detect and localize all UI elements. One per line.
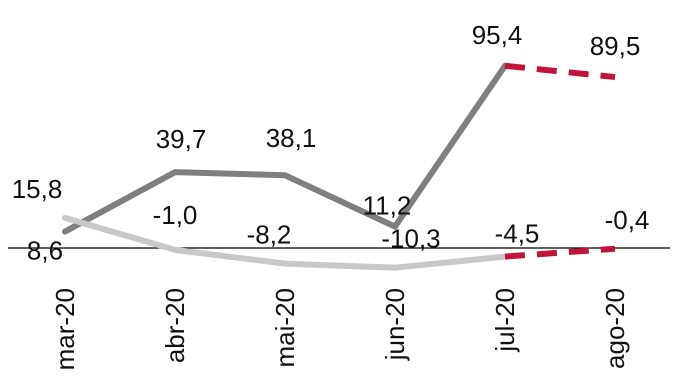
series-1-data-label: 39,7 xyxy=(156,124,207,154)
x-axis-tick-labels: mar-20 abr-20 mai-20 jun-20 jul-20 ago-20 xyxy=(50,288,630,370)
series-1-data-label: 11,2 xyxy=(363,191,412,221)
series-2-data-label: -4,5 xyxy=(495,219,540,249)
x-tick-label: abr-20 xyxy=(160,288,190,363)
x-tick-label: jul-20 xyxy=(490,288,520,353)
series-layer xyxy=(62,62,616,271)
series-1-data-label: 89,5 xyxy=(590,31,641,61)
x-tick-label: jun-20 xyxy=(380,288,410,361)
x-tick-label: mar-20 xyxy=(50,288,80,370)
series-2-projection-line xyxy=(504,245,616,260)
series-1-line xyxy=(62,62,508,235)
series-1-data-label: 95,4 xyxy=(472,20,523,50)
series-2-data-label: -8,2 xyxy=(247,220,292,250)
data-label-layer: 8,6 39,7 38,1 11,2 95,4 89,5 15,8 -1,0 -8,2 -10,3… xyxy=(12,20,650,266)
series-2-data-label: 15,8 xyxy=(12,174,63,204)
series-2-line xyxy=(62,214,508,271)
x-tick-label: ago-20 xyxy=(600,288,630,369)
series-1-data-label: 38,1 xyxy=(266,123,317,153)
series-2-data-label: -0,4 xyxy=(605,205,650,235)
series-1-data-label: 8,6 xyxy=(27,236,63,266)
x-tick-label: mai-20 xyxy=(270,288,300,367)
series-1-projection-line xyxy=(504,62,616,81)
series-2-data-label: -1,0 xyxy=(153,200,198,230)
series-2-data-label: -10,3 xyxy=(381,224,440,254)
